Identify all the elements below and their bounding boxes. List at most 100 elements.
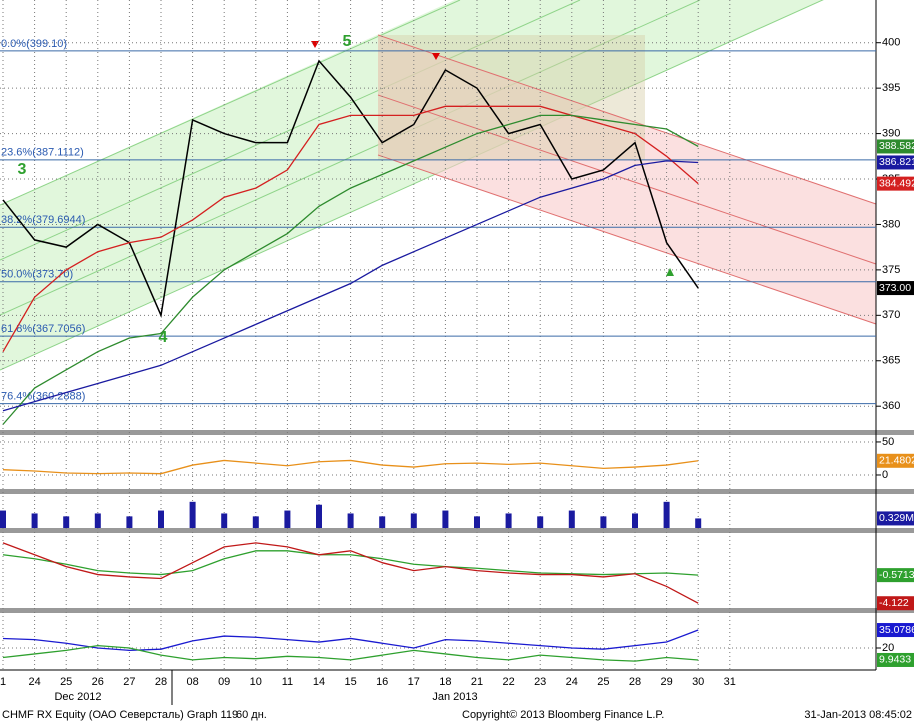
panel-separators — [0, 430, 914, 613]
red-channel-lines — [377, 34, 877, 325]
x-tick-label: 28 — [155, 676, 167, 688]
range-box — [378, 35, 645, 160]
y-tick-label: 20 — [882, 642, 894, 654]
wave-label: 5 — [343, 33, 352, 50]
last-value-label: 386.821 — [879, 156, 914, 168]
last-value-label: 373.00 — [879, 282, 911, 294]
series-line — [2, 542, 699, 604]
x-tick-label: 25 — [597, 676, 609, 688]
volume-bar — [126, 516, 133, 528]
volume-bar — [505, 513, 512, 528]
volume-bar — [347, 513, 354, 528]
volume-bar — [221, 513, 228, 528]
x-tick-label: 17 — [408, 676, 420, 688]
volume-bar — [94, 513, 101, 528]
copyright: Copyright© 2013 Bloomberg Finance L.P. — [462, 709, 664, 721]
y-tick-label: 50 — [882, 436, 894, 448]
signal-up — [666, 268, 674, 276]
fib-label: 76.4%(360.2888) — [1, 390, 85, 402]
security: CHMF RX Equity (ОАО Северсталь) Graph 11… — [2, 709, 238, 721]
volume-bar — [284, 510, 291, 528]
y-tick-label: 360 — [882, 400, 900, 412]
x-tick-label: 26 — [92, 676, 104, 688]
y-tick-label: 0 — [882, 469, 888, 481]
series-line — [2, 160, 699, 412]
series-line — [2, 59, 699, 318]
volume-bar — [442, 510, 449, 528]
fib-label: 61.8%(367.7056) — [1, 323, 85, 335]
volume-bar — [695, 518, 702, 528]
fib-label: 0.0%(399.10) — [1, 38, 67, 50]
series-line — [2, 629, 699, 652]
x-tick-label: 1 — [0, 676, 6, 688]
last-value-label: 21.4802 — [879, 455, 914, 467]
x-tick-label: 11 — [282, 676, 293, 688]
x-tick-label: 27 — [123, 676, 135, 688]
green-channel-lines — [0, 0, 824, 371]
volume-bar — [252, 516, 259, 528]
month-label: Jan 2013 — [432, 691, 477, 703]
last-value-label: 388.582 — [879, 140, 914, 152]
last-value-box — [877, 155, 914, 170]
last-value-box — [877, 568, 914, 583]
x-tick-label: 31 — [724, 676, 736, 688]
last-value-box — [877, 139, 914, 154]
x-tick-label: 23 — [534, 676, 546, 688]
timestamp: 31-Jan-2013 08:45:02 — [804, 709, 912, 721]
month-label: Dec 2012 — [54, 691, 101, 703]
last-value-label: -0.5713 — [879, 569, 914, 581]
x-tick-label: 21 — [471, 676, 483, 688]
last-value-box — [877, 623, 914, 638]
last-value-label: 35.0786 — [879, 624, 914, 636]
series-line — [2, 550, 699, 576]
x-tick-label: 10 — [250, 676, 262, 688]
last-value-label: 384.492 — [879, 177, 914, 189]
last-value-box — [877, 652, 914, 667]
series-line — [2, 114, 699, 425]
x-tick-label: 29 — [660, 676, 672, 688]
x-tick-label: 15 — [344, 676, 356, 688]
last-value-box — [877, 596, 914, 611]
x-tick-label: 25 — [60, 676, 72, 688]
x-tick-label: 28 — [629, 676, 641, 688]
x-tick-label: 08 — [186, 676, 198, 688]
wave-label: 3 — [18, 161, 27, 178]
y-tick-label: 370 — [882, 309, 900, 321]
y-tick-label: 375 — [882, 264, 900, 276]
last-value-label: 9.9433 — [879, 654, 911, 666]
volume-bar — [158, 510, 164, 528]
y-tick-label: 395 — [882, 82, 900, 94]
volume-bar — [474, 516, 480, 528]
x-tick-label: 18 — [439, 676, 451, 688]
x-tick-label: 24 — [28, 676, 40, 688]
volume-bar — [600, 516, 607, 528]
wave-label: 4 — [159, 329, 168, 346]
last-value-box — [877, 511, 914, 526]
volume-bar — [189, 501, 196, 528]
x-tick-label: 09 — [218, 676, 230, 688]
volume-bar — [410, 513, 417, 528]
y-tick-label: 365 — [882, 355, 900, 367]
x-tick-label: 22 — [502, 676, 514, 688]
last-value-box — [877, 176, 914, 191]
volume-bar — [632, 513, 638, 528]
volume-bar — [379, 516, 386, 528]
series-line — [2, 459, 699, 475]
fib-label: 50.0%(373.70) — [1, 269, 73, 281]
series-line — [2, 105, 699, 352]
y-tick-label: 380 — [882, 218, 900, 230]
volume-bar — [63, 516, 70, 528]
last-value-box — [877, 281, 914, 296]
volume-bar — [663, 501, 670, 528]
volume-bar — [316, 504, 322, 528]
volume-bar — [537, 516, 544, 528]
volume-bar — [0, 510, 6, 528]
series-line — [2, 644, 699, 662]
x-tick-label: 14 — [313, 676, 325, 688]
y-tick-label: 390 — [882, 127, 900, 139]
x-tick-label: 24 — [566, 676, 578, 688]
last-value-box — [877, 453, 914, 468]
fib-label: 38.2%(379.6944) — [1, 214, 85, 226]
fib-label: 23.6%(387.1112) — [1, 147, 84, 159]
